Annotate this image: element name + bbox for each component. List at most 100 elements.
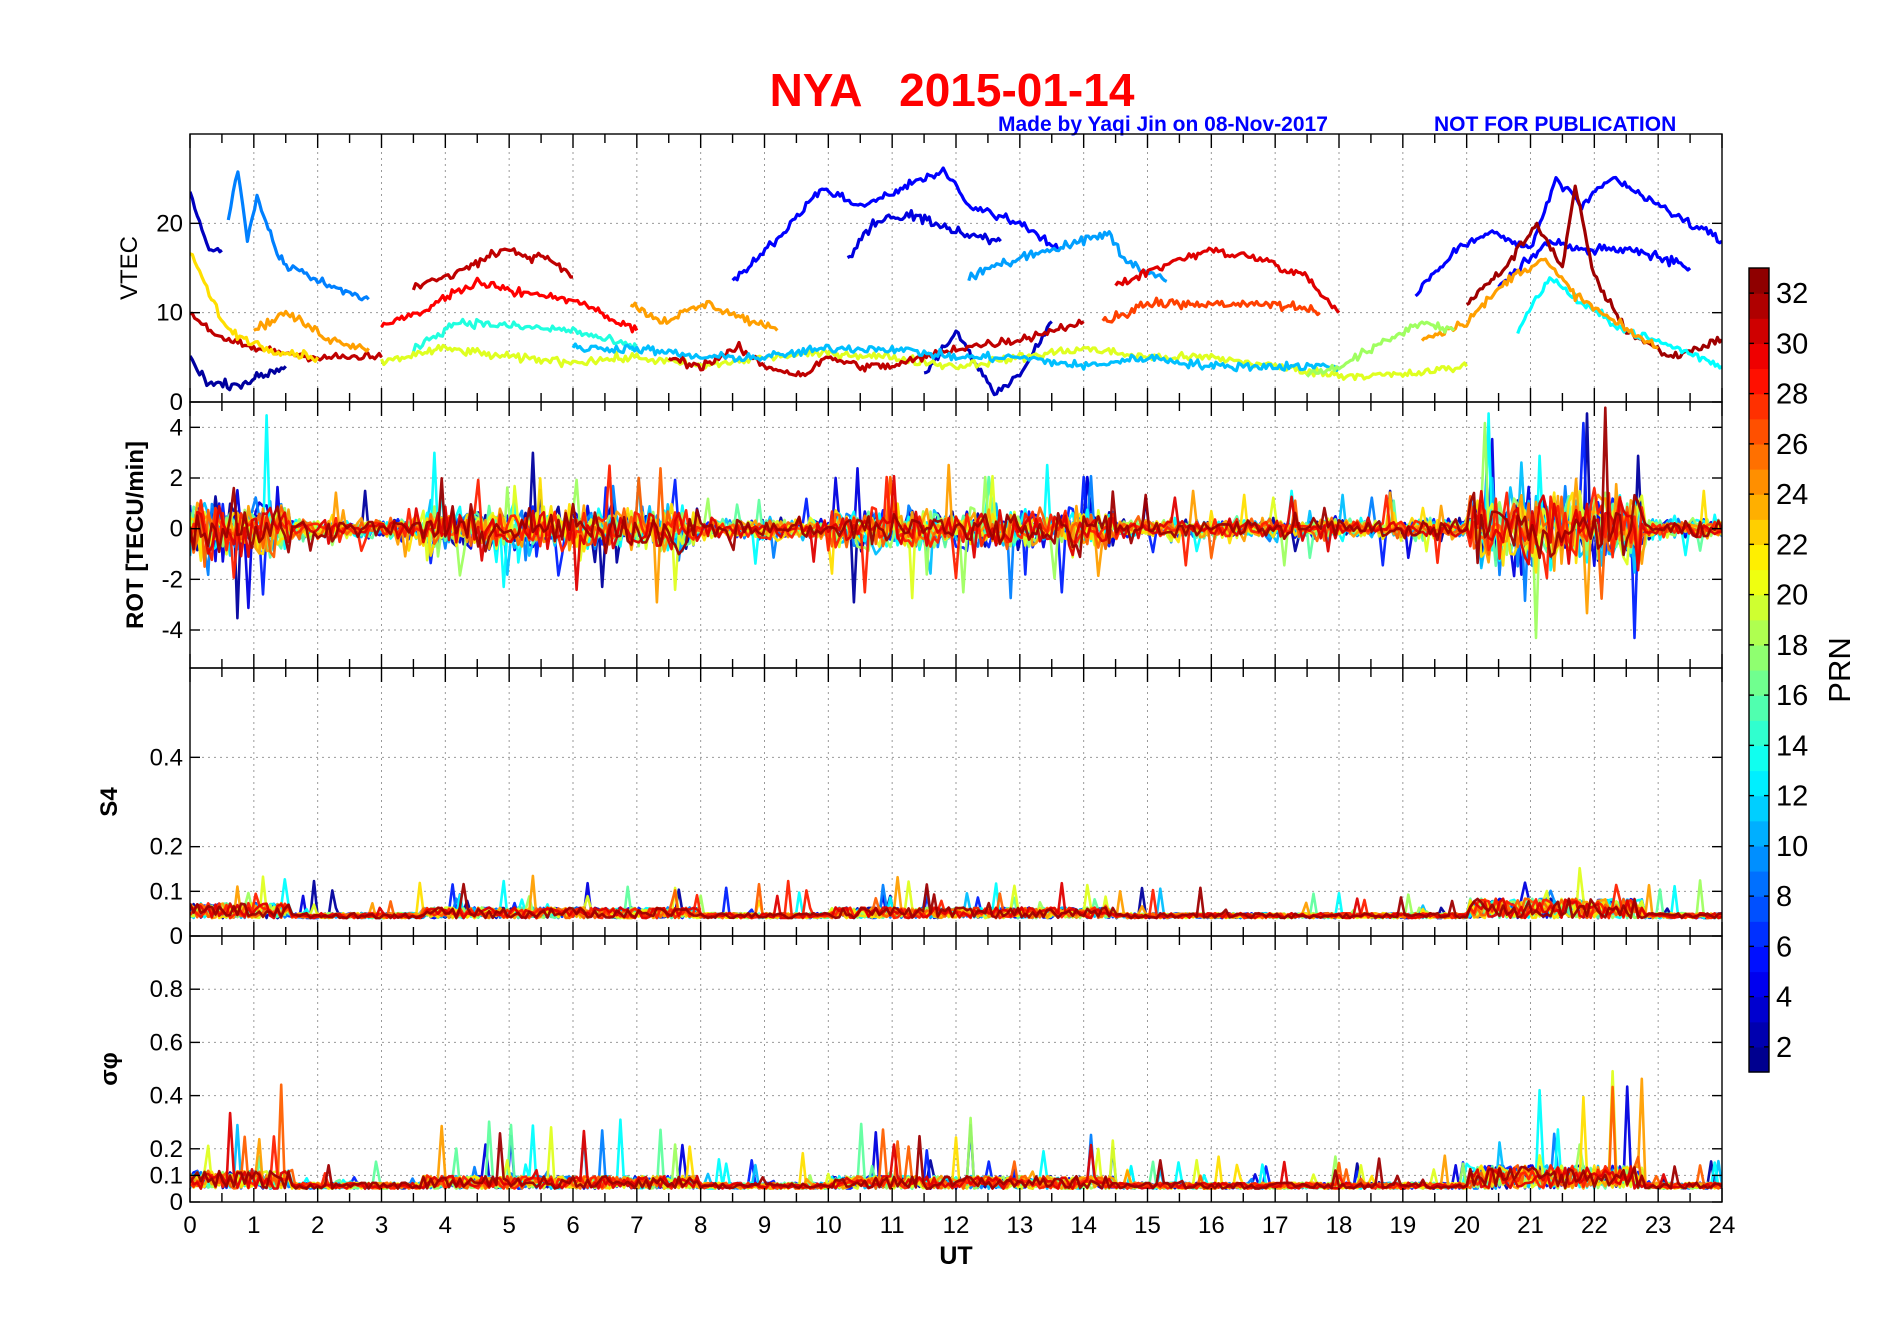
colorbar-segment <box>1749 896 1769 922</box>
colorbar-tick-label: 30 <box>1776 328 1808 360</box>
x-axis: 0 1 2 3 4 5 6 7 8 9 10 11 12 13 14 15 16 17 18 19 20 21 22 23 24… <box>183 1212 1735 1270</box>
vtec-series-prn-5 <box>731 166 1060 282</box>
x-tick-label: 13 <box>1006 1212 1033 1239</box>
vtec-series-prn-5 <box>1497 238 1692 288</box>
colorbar-tick-label: 10 <box>1776 831 1808 863</box>
colorbar-segment <box>1749 845 1769 872</box>
vtec-grid <box>190 134 1722 402</box>
x-tick-label: 17 <box>1262 1212 1289 1239</box>
rot-series-prn-32 <box>190 406 1722 565</box>
x-tick-label: 0 <box>183 1212 196 1239</box>
rot-panel: -4 -2 0 2 4 ROT [TECU/min] <box>122 401 1723 669</box>
vtec-series-prn-29 <box>380 276 639 334</box>
colorbar-tick-label: 16 <box>1776 680 1808 712</box>
x-tick-label: 21 <box>1517 1212 1544 1239</box>
x-tick-label: 6 <box>566 1212 579 1239</box>
colorbar-tick-label: 4 <box>1776 982 1792 1014</box>
sigma_phi-ytick-label: 0.1 <box>150 1162 183 1189</box>
s4-grid <box>190 668 1722 936</box>
figure-title: NYA 2015-01-14 <box>770 64 1135 116</box>
x-tick-label: 1 <box>247 1212 260 1239</box>
colorbar-segment <box>1749 393 1769 420</box>
sigma_phi-series-prn-32 <box>190 1132 1722 1190</box>
vtec-ylabel: VTEC <box>116 236 143 300</box>
vtec-series-prn-18 <box>1305 320 1456 378</box>
colorbar-segment <box>1749 343 1769 370</box>
colorbar-tick-label: 18 <box>1776 630 1808 662</box>
vtec-ytick-label: 20 <box>156 210 183 237</box>
vtec-series-prn-3 <box>190 191 223 254</box>
rot-ytick-label: -2 <box>162 566 183 593</box>
rot-ylabel: ROT [TECU/min] <box>122 441 149 629</box>
credit-author: Made by Yaqi Jin on 08-Nov-2017 <box>998 113 1328 136</box>
x-tick-label: 23 <box>1645 1212 1672 1239</box>
colorbar-segment <box>1749 720 1769 746</box>
x-tick-label: 10 <box>815 1212 842 1239</box>
s4-xticks <box>189 668 1723 937</box>
colorbar-segment <box>1749 795 1769 822</box>
colorbar-segment <box>1749 619 1769 646</box>
vtec-series-prn-31 <box>667 318 1085 378</box>
vtec-series-prn-9 <box>226 170 370 302</box>
vtec-panel: 0 10 20 VTEC <box>116 133 1723 416</box>
x-tick-label: 5 <box>502 1212 515 1239</box>
colorbar-tick-label: 14 <box>1776 730 1808 762</box>
vtec-series-prn-30 <box>1114 246 1341 314</box>
colorbar-segment <box>1749 418 1769 445</box>
s4-ytick-label: 0 <box>170 923 183 950</box>
sigma_phi-xticks <box>189 936 1723 1203</box>
vtec-series-prn-5 <box>1414 175 1722 298</box>
colorbar-tick-label: 8 <box>1776 881 1792 913</box>
colorbar-segment <box>1749 469 1769 495</box>
colorbar-tick-label: 26 <box>1776 429 1808 461</box>
colorbar-segment <box>1749 921 1769 947</box>
colorbar-segment <box>1749 569 1769 596</box>
colorbar-segment <box>1749 871 1769 897</box>
s4-panel: 0 0.1 0.2 0.4 S4 <box>96 667 1723 950</box>
x-tick-label: 19 <box>1389 1212 1416 1239</box>
sigma_phi-ytick-label: 0.6 <box>150 1029 183 1056</box>
sigma_phi-ytick-label: 0.2 <box>150 1136 183 1163</box>
sigma_phi-ytick-label: 0.8 <box>150 976 183 1003</box>
vtec-data <box>190 166 1722 397</box>
x-tick-label: 14 <box>1070 1212 1097 1239</box>
colorbar-label: PRN <box>1822 637 1857 702</box>
colorbar-segment <box>1749 594 1769 621</box>
colorbar-segment <box>1749 695 1769 721</box>
colorbar-segment <box>1749 544 1769 571</box>
vtec-series-prn-24 <box>1420 257 1659 350</box>
x-tick-label: 7 <box>630 1212 643 1239</box>
colorbar-segment <box>1749 946 1769 973</box>
vtec-series-prn-31 <box>411 247 574 291</box>
vtec-ytick-label: 0 <box>170 389 183 416</box>
x-tick-label: 24 <box>1709 1212 1736 1239</box>
vtec-series-prn-11 <box>571 342 1341 373</box>
x-axis-label: UT <box>939 1242 972 1270</box>
colorbar-frame <box>1748 267 1770 1073</box>
s4-ytick-label: 0.2 <box>150 834 183 861</box>
colorbar-segment <box>1749 368 1769 395</box>
colorbar-tick-label: 24 <box>1776 479 1808 511</box>
vtec-series-prn-2 <box>190 355 287 392</box>
colorbar-segment <box>1749 1046 1769 1073</box>
rot-ytick-label: 0 <box>170 516 183 543</box>
colorbar-tick-label: 2 <box>1776 1032 1792 1064</box>
colorbar-segment <box>1749 770 1769 797</box>
sigma_phi-ylabel: σφ <box>96 1052 123 1086</box>
vtec-series-prn-24 <box>629 299 779 332</box>
vtec-series-prn-24 <box>253 309 370 353</box>
colorbar-segment <box>1749 644 1769 671</box>
s4-series-prn-32 <box>190 882 1722 920</box>
colorbar-segment <box>1749 318 1769 344</box>
colorbar-segment <box>1749 996 1769 1023</box>
vtec-series-prn-10 <box>967 230 1168 283</box>
s4-ylabel: S4 <box>96 787 123 817</box>
sigma-phi-panel: 00.10.2 0.4 0.6 0.8 σφ <box>96 935 1723 1216</box>
sigma_phi-grid <box>190 936 1722 1202</box>
colorbar-segment <box>1749 971 1769 998</box>
colorbar-tick-label: 20 <box>1776 580 1808 612</box>
x-tick-label: 4 <box>439 1212 452 1239</box>
rot-data <box>190 406 1722 640</box>
